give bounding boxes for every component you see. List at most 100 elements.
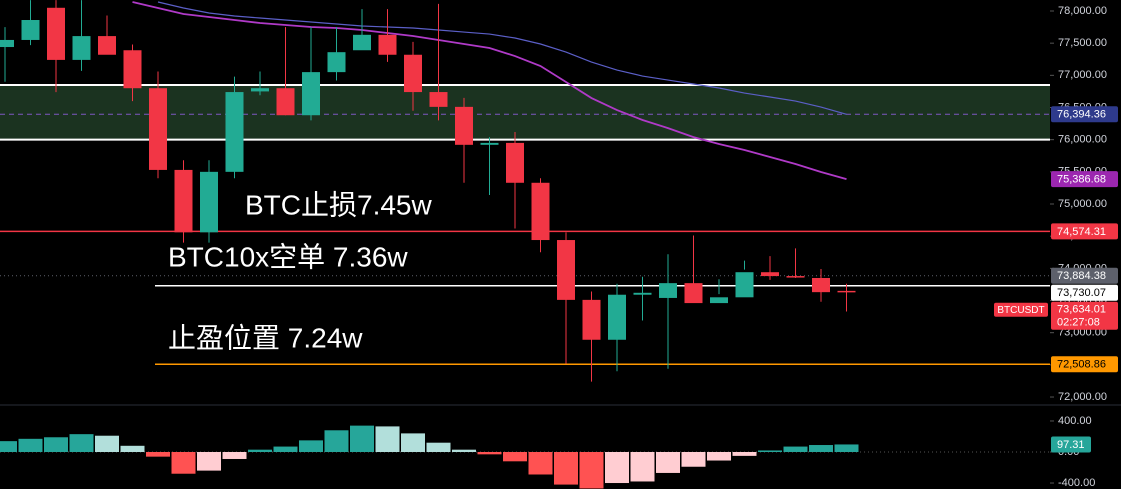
zone: [0, 84, 1050, 140]
candle-body: [378, 34, 397, 55]
moving-average: [132, 1, 847, 181]
candle-body: [429, 92, 448, 107]
macd-bar: [299, 440, 323, 453]
macd-bar: [554, 452, 578, 485]
last-price-label: 73,634.01: [1057, 304, 1106, 316]
candle-body: [404, 54, 422, 93]
candle-body: [633, 292, 652, 295]
y-tick-label: 72,000.00: [1058, 391, 1107, 403]
candle-body: [608, 294, 626, 340]
candle-body: [200, 171, 218, 233]
y-tick-label: 78,000.00: [1058, 5, 1107, 17]
macd-bar: [197, 452, 221, 471]
price-tag-label: 73,730.07: [1057, 287, 1106, 299]
candle-body: [710, 297, 728, 304]
candle-body: [455, 106, 473, 145]
price-tag-label: 73,884.38: [1057, 270, 1106, 282]
macd-bar: [783, 446, 808, 453]
annotation: 止盈位置 7.24w: [168, 322, 363, 353]
price-tag: [1051, 171, 1118, 188]
y-tick-label: 77,000.00: [1058, 69, 1107, 81]
macd-bar: [809, 445, 833, 453]
candle-body: [582, 299, 601, 340]
macd-bar: [120, 445, 145, 453]
macd-bar: [579, 452, 604, 489]
macd-bar: [452, 449, 476, 453]
candle-body: [684, 283, 703, 304]
macd-bar: [375, 426, 400, 453]
macd-bar: [350, 425, 374, 453]
macd-bar: [630, 452, 655, 482]
symbol-label: BTCUSDT: [997, 305, 1044, 316]
macd-bar: [681, 452, 706, 467]
y-tick-label: 76,000.00: [1058, 134, 1107, 146]
candle-body: [353, 34, 371, 51]
macd-bar: [758, 450, 782, 453]
candle-body: [812, 277, 830, 293]
macd-bar: [222, 452, 247, 459]
macd-bar: [44, 437, 68, 453]
candle-body: [72, 36, 91, 60]
macd-bar: [324, 430, 349, 453]
macd-bar: [95, 435, 119, 453]
candle-body: [837, 290, 856, 293]
macd-bar: [146, 452, 170, 457]
macd-tick-label: 400.00: [1058, 415, 1092, 427]
price-tag-label: 72,508.86: [1057, 359, 1106, 371]
annotation: BTC止损7.45w: [245, 189, 432, 220]
macd-bar: [248, 449, 272, 453]
candle-body: [659, 283, 677, 298]
macd-bar: [707, 452, 731, 461]
candle-body: [557, 240, 575, 300]
macd-last-tag: [1051, 436, 1091, 453]
candle-body: [506, 142, 524, 183]
price-tag-label: 75,386.68: [1057, 174, 1106, 186]
macd-bar: [401, 433, 425, 453]
candle-body: [276, 88, 295, 116]
price-tag: [1051, 267, 1118, 284]
macd-bar: [656, 452, 680, 473]
moving-average: [157, 1, 847, 115]
candle-body: [761, 272, 779, 277]
macd-last-label: 97.31: [1057, 439, 1085, 451]
candle-body: [302, 72, 320, 116]
y-tick-label: 77,500.00: [1058, 37, 1107, 49]
macd-bar: [834, 444, 859, 453]
candle-body: [225, 92, 244, 172]
last-price-tag: [1051, 301, 1118, 330]
price-tag: [1051, 106, 1118, 123]
macd-tick-label: -400.00: [1058, 477, 1095, 489]
price-tag-label: 74,574.31: [1057, 226, 1106, 238]
candle-body: [531, 182, 550, 241]
candle-body: [149, 88, 167, 170]
candle-body: [21, 20, 40, 40]
candle-body: [480, 142, 499, 145]
macd-bar: [477, 452, 502, 455]
macd-bar: [18, 438, 43, 453]
macd-bar: [503, 452, 527, 462]
macd-bar: [426, 442, 451, 453]
symbol-tag: [994, 302, 1048, 317]
macd-bar: [273, 446, 298, 453]
countdown-label: 02:27:08: [1057, 317, 1100, 329]
macd-bar: [528, 452, 553, 475]
candle-body: [123, 50, 142, 89]
macd-bar: [732, 452, 757, 456]
price-tag: [1051, 356, 1118, 373]
candle-body: [327, 52, 346, 73]
candle-body: [47, 7, 65, 60]
y-tick-label: 75,000.00: [1058, 198, 1107, 210]
price-tag-label: 76,394.36: [1057, 109, 1106, 121]
price-tag: [1051, 223, 1118, 240]
macd-bar: [171, 452, 196, 474]
candle-body: [0, 39, 14, 48]
macd-bar: [605, 452, 629, 484]
candle-body: [98, 36, 116, 55]
price-tag: [1051, 284, 1118, 301]
candle-body: [786, 276, 805, 278]
candle-body: [735, 272, 754, 298]
annotation: BTC10x空单 7.36w: [168, 241, 408, 272]
macd-bar: [0, 441, 17, 453]
